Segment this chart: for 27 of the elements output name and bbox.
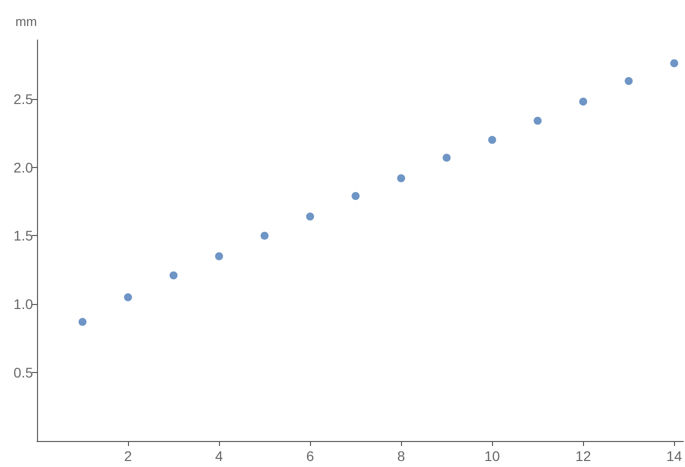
- point: [352, 192, 360, 200]
- point: [124, 293, 132, 302]
- point: [306, 212, 314, 221]
- x-tick-label: 12: [575, 448, 592, 464]
- point: [260, 232, 269, 240]
- y-tick-label: 2.0: [14, 159, 34, 176]
- y-tick-label: 1.5: [14, 228, 34, 244]
- point: [170, 271, 178, 280]
- point: [670, 59, 678, 68]
- x-tick-label: 2: [124, 448, 132, 464]
- x-tick-label: 14: [666, 448, 682, 464]
- point: [78, 318, 87, 326]
- point: [534, 116, 542, 125]
- x-tick-label: 4: [215, 448, 224, 464]
- point: [215, 252, 224, 260]
- point: [442, 154, 451, 162]
- y-tick-label: 1.0: [14, 296, 34, 312]
- point: [488, 136, 496, 144]
- x-tick-label: 10: [484, 448, 500, 464]
- x-tick-label: 8: [397, 448, 406, 464]
- point: [579, 98, 588, 106]
- x-tick-label: 6: [306, 448, 314, 464]
- y-tick-label: 2.5: [14, 90, 34, 107]
- y-tick-label: 0.5: [14, 364, 34, 381]
- point: [624, 77, 633, 86]
- point: [397, 174, 406, 182]
- y-axis-title: mm: [15, 14, 37, 29]
